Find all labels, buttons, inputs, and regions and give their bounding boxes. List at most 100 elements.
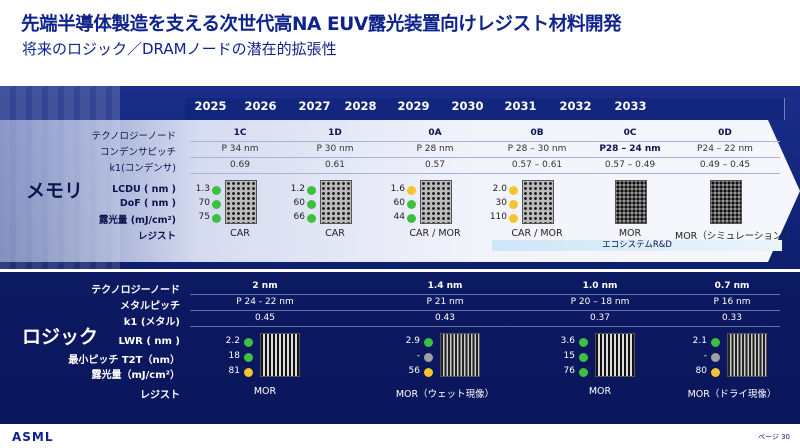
logic-metric-value: 81 <box>228 366 240 376</box>
logic-node: 0.7 nm <box>714 281 750 291</box>
year-label: 2031 <box>504 99 537 113</box>
year-label: 2029 <box>397 99 430 113</box>
logic-metric-value: 18 <box>228 351 240 361</box>
memory-node: 1C <box>233 128 247 138</box>
logic-resist: MOR <box>588 386 612 397</box>
memory-pitch: P 28 – 30 nm <box>507 144 567 154</box>
status-dot <box>244 368 253 377</box>
year-label: 2025 <box>194 99 227 113</box>
asml-logo: ASML <box>12 430 54 444</box>
memory-resist: MOR（シミュレーション） <box>675 231 792 242</box>
logic-band <box>0 272 800 424</box>
resist-sem-image <box>615 180 647 224</box>
logic-row-divider <box>190 326 780 327</box>
memory-k1: 0.49 – 0.45 <box>699 160 751 170</box>
resist-sem-image <box>440 333 480 377</box>
resist-sem-image <box>225 180 257 224</box>
logic-pitch: P 16 nm <box>713 297 751 307</box>
logic-k1: 0.37 <box>589 313 611 323</box>
status-dot <box>244 338 253 347</box>
memory-pitch: P24 – 22 nm <box>697 144 753 154</box>
memory-node: 0D <box>718 128 732 138</box>
resist-sem-image <box>320 180 352 224</box>
memory-label: メモリ <box>26 180 84 202</box>
logic-node: 1.4 nm <box>427 281 463 291</box>
memory-resist: CAR <box>325 228 345 239</box>
status-dot <box>711 353 720 362</box>
logic-row-label: 露光量（mJ/cm²） <box>91 370 180 381</box>
status-dot <box>244 353 253 362</box>
year-label: 2027 <box>298 99 331 113</box>
status-dot <box>407 200 416 209</box>
year-bar-bg <box>185 98 785 120</box>
status-dot <box>307 186 316 195</box>
status-dot <box>424 353 433 362</box>
resist-sem-image <box>260 333 300 377</box>
logic-node: 1.0 nm <box>582 281 618 291</box>
logic-pitch: P 24 - 22 nm <box>236 297 294 307</box>
logic-row-divider <box>190 294 780 295</box>
memory-node: 1D <box>328 128 342 138</box>
logic-metric-value: 56 <box>408 366 420 376</box>
memory-resist: CAR / MOR <box>511 228 563 239</box>
slide-subtitle: 将来のロジック／DRAMノードの潜在的拡張性 <box>22 40 337 58</box>
status-dot <box>509 200 518 209</box>
logic-row-label: k1 (メタル) <box>123 317 180 328</box>
logic-metric-value: 2.9 <box>405 336 420 346</box>
memory-pitch: P 34 nm <box>221 144 259 154</box>
logic-pitch: P 20 – 18 nm <box>570 297 630 307</box>
memory-pitch: P28 – 24 nm <box>599 144 661 154</box>
status-dot <box>307 200 316 209</box>
year-label: 2028 <box>344 99 377 113</box>
page-number: ページ 30 <box>758 433 790 441</box>
logic-metric-value: 2.2 <box>225 336 240 346</box>
logic-resist: MOR（ウェット現像） <box>395 389 495 400</box>
status-dot <box>212 214 221 223</box>
logic-row-divider <box>190 310 780 311</box>
logic-metric-value: 2.1 <box>692 336 707 346</box>
memory-pitch: P 30 nm <box>316 144 354 154</box>
memory-row-label: DoF ( nm ) <box>119 198 176 209</box>
status-dot <box>579 368 588 377</box>
memory-row-divider <box>190 173 780 174</box>
resist-sem-image <box>595 333 635 377</box>
memory-k1: 0.57 – 0.49 <box>604 160 656 170</box>
logic-row-label: メタルピッチ <box>120 301 180 312</box>
memory-node: 0A <box>428 128 442 138</box>
status-dot <box>579 353 588 362</box>
logic-resist: MOR <box>253 386 277 397</box>
memory-row-label: k1(コンデンサ) <box>109 163 176 174</box>
resist-sem-image <box>727 333 767 377</box>
memory-metric-value: 60 <box>393 198 405 208</box>
status-dot <box>579 338 588 347</box>
resist-sem-image <box>420 180 452 224</box>
logic-metric-value: - <box>416 351 420 361</box>
year-label: 2030 <box>451 99 484 113</box>
logic-metric-value: 76 <box>563 366 575 376</box>
logic-resist: MOR（ドライ現像） <box>687 389 777 400</box>
memory-row-label: テクノロジーノード <box>91 131 176 142</box>
memory-node: 0C <box>623 128 637 138</box>
memory-resist: CAR <box>230 228 250 239</box>
memory-row-divider <box>190 157 780 158</box>
memory-metric-value: 30 <box>495 198 507 208</box>
resist-sem-image <box>522 180 554 224</box>
logic-row-label: LWR ( nm ) <box>118 336 180 347</box>
logic-metric-value: 15 <box>563 351 575 361</box>
memory-k1: 0.57 – 0.61 <box>511 160 563 170</box>
roadmap-arrow <box>0 120 800 262</box>
memory-k1: 0.57 <box>424 160 446 170</box>
logic-k1: 0.45 <box>254 313 276 323</box>
logic-pitch: P 21 nm <box>426 297 464 307</box>
memory-row-label: LCDU ( nm ) <box>112 184 176 195</box>
logic-metric-value: 3.6 <box>560 336 575 346</box>
memory-k1: 0.69 <box>229 160 251 170</box>
footer <box>0 424 800 448</box>
memory-metric-value: 2.0 <box>492 184 507 194</box>
status-dot <box>509 214 518 223</box>
status-dot <box>424 368 433 377</box>
memory-node: 0B <box>530 128 544 138</box>
memory-metric-value: 66 <box>293 212 305 222</box>
logic-k1: 0.33 <box>721 313 743 323</box>
